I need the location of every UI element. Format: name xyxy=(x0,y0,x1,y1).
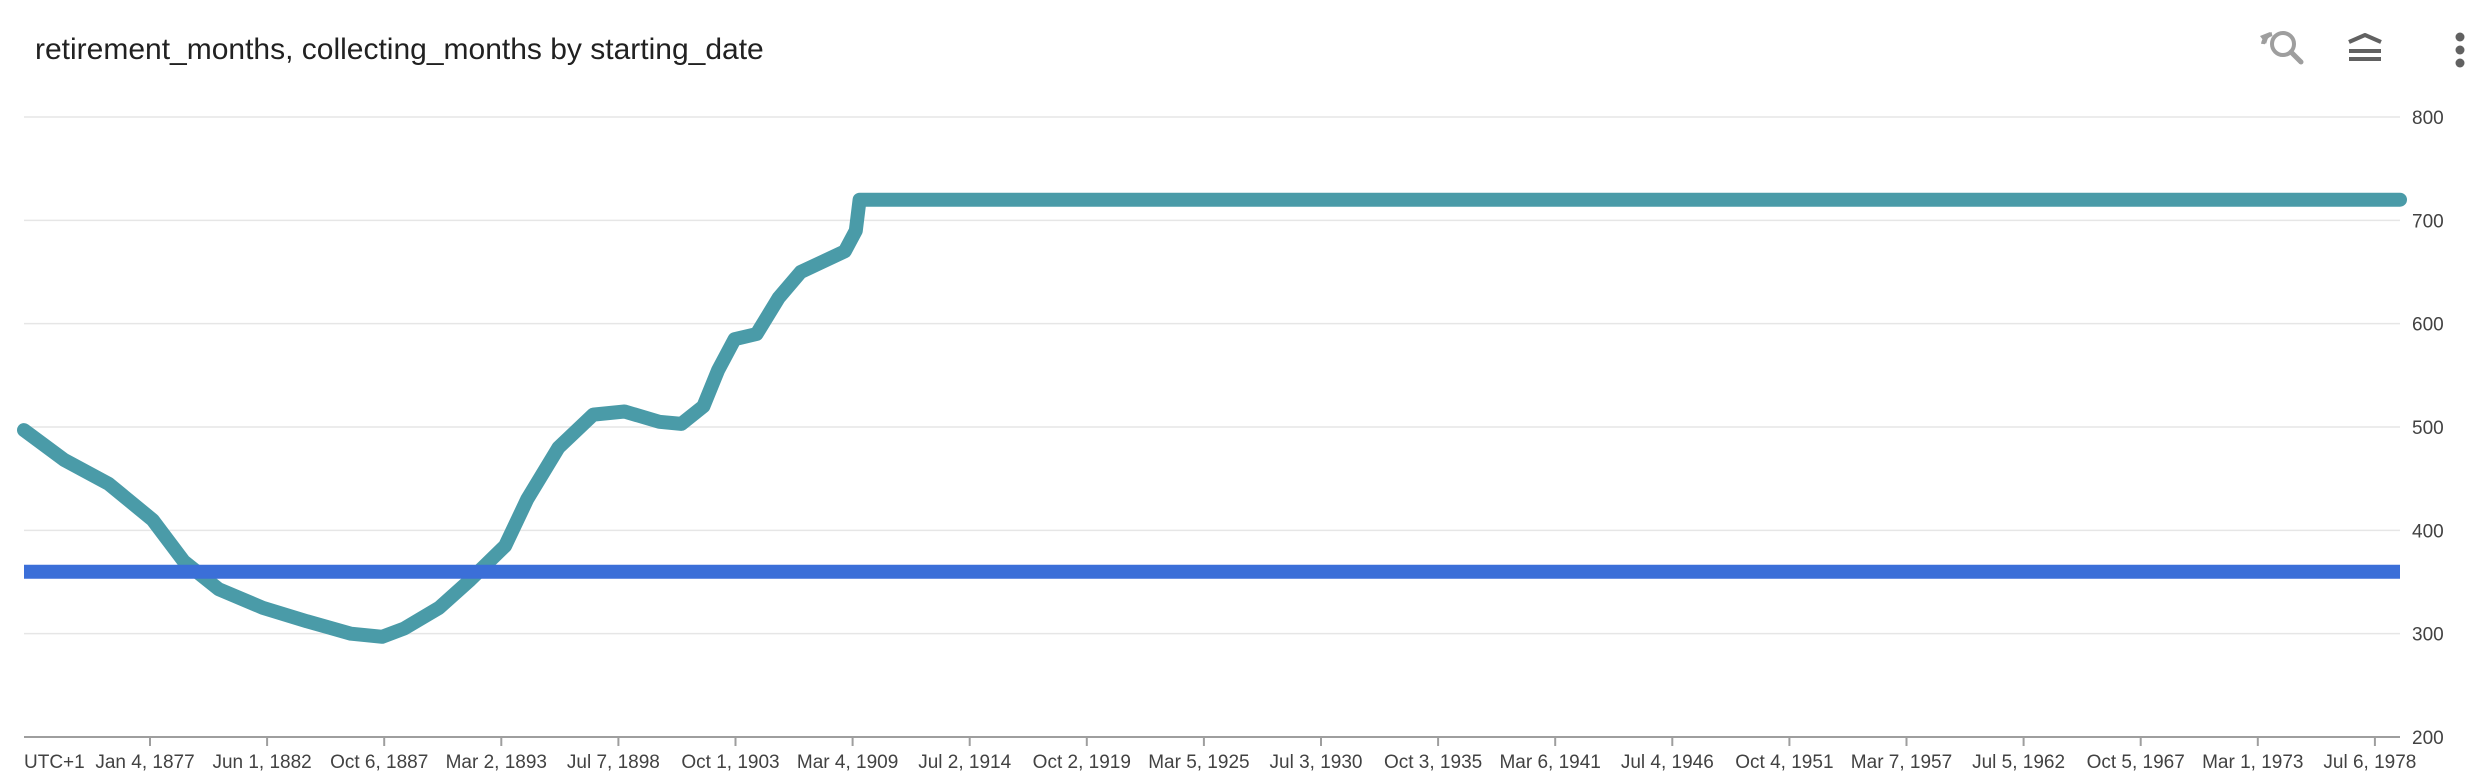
series-line-retirement_months xyxy=(17,192,2407,644)
x-tick-label: Jul 4, 1946 xyxy=(1621,752,1714,773)
chart-header: retirement_months, collecting_months by … xyxy=(0,0,2490,100)
x-tick-label: Mar 2, 1893 xyxy=(446,752,547,773)
layers-icon xyxy=(2348,33,2382,61)
y-tick-label: 400 xyxy=(2412,521,2444,542)
x-tick-label: UTC+1 xyxy=(24,752,85,773)
x-tick-label: Mar 4, 1909 xyxy=(797,752,898,773)
more-options-button[interactable] xyxy=(2430,20,2490,80)
y-tick-label: 600 xyxy=(2412,315,2444,336)
grid-lines xyxy=(24,116,2400,635)
zoom-reset-button[interactable] xyxy=(2250,20,2310,80)
x-tick-label: Mar 6, 1941 xyxy=(1499,752,1600,773)
x-tick-label: Jul 3, 1930 xyxy=(1270,752,1363,773)
x-tick-label: Oct 5, 1967 xyxy=(2087,752,2185,773)
chart-title: retirement_months, collecting_months by … xyxy=(35,33,764,66)
chart-toolbar xyxy=(2250,20,2490,80)
x-tick-label: Jun 1, 1882 xyxy=(212,752,311,773)
x-tick-label: Jul 6, 1978 xyxy=(2323,752,2416,773)
x-tick-label: Oct 1, 1903 xyxy=(681,752,779,773)
layers-button[interactable] xyxy=(2335,20,2395,80)
zoom-reset-icon xyxy=(2260,31,2304,65)
series-lines xyxy=(17,192,2407,644)
y-tick-label: 700 xyxy=(2412,211,2444,232)
x-tick-label: Oct 4, 1951 xyxy=(1735,752,1833,773)
more-vert-icon xyxy=(2455,32,2465,68)
x-tick-label: Jul 7, 1898 xyxy=(567,752,660,773)
x-tick-label: Oct 6, 1887 xyxy=(330,752,428,773)
y-tick-label: 800 xyxy=(2412,108,2444,129)
x-tick-label: Jul 2, 1914 xyxy=(918,752,1011,773)
x-tick-label: Mar 5, 1925 xyxy=(1148,752,1249,773)
x-tick-label: Mar 7, 1957 xyxy=(1851,752,1952,773)
x-tick-label: Jul 5, 1962 xyxy=(1972,752,2065,773)
y-tick-label: 500 xyxy=(2412,418,2444,439)
x-tick-label: Jan 4, 1877 xyxy=(95,752,194,773)
x-tick-label: Oct 2, 1919 xyxy=(1033,752,1131,773)
y-tick-label: 200 xyxy=(2412,728,2444,749)
x-tick-label: Oct 3, 1935 xyxy=(1384,752,1482,773)
x-axis: UTC+1 Jan 4, 1877 Jun 1, 1882 Oct 6, 1887 Ma… xyxy=(24,736,2416,773)
y-tick-label: 300 xyxy=(2412,625,2444,646)
x-tick-label: Mar 1, 1973 xyxy=(2202,752,2303,773)
y-axis: 200 300 400 500 600 700 800 xyxy=(2412,108,2444,749)
